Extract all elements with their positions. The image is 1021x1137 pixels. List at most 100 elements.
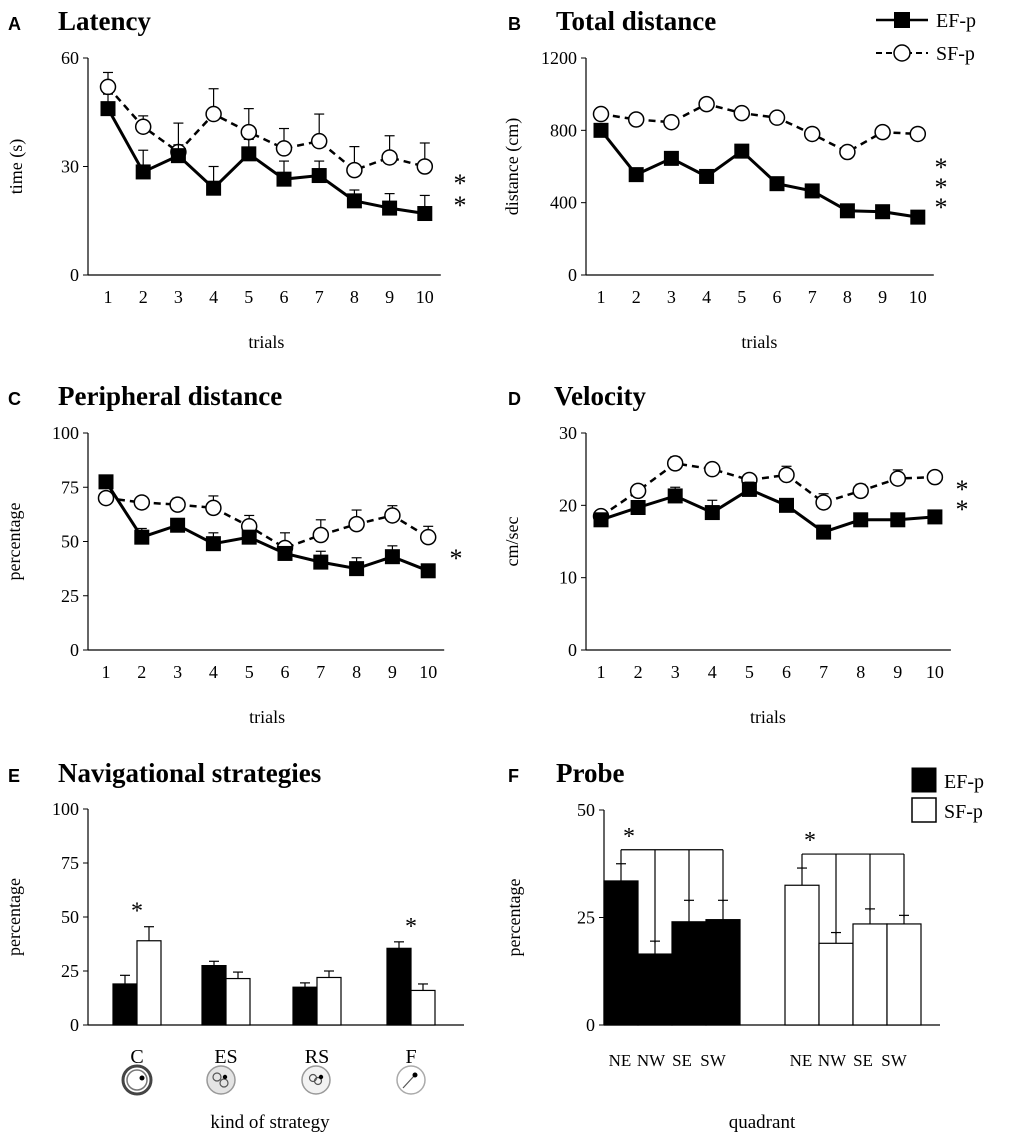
panel-F-efp-bar [603, 880, 639, 1026]
panel-F-y-tick-label: 0 [586, 1015, 595, 1035]
panel-C-x-tick-label: 6 [281, 662, 290, 682]
panel-D-sfp-point [889, 470, 907, 487]
legend-sfp-label: SF-p [936, 43, 975, 65]
panel-B-efp-point [910, 209, 926, 225]
panel-B-sfp-point [768, 109, 786, 126]
panel-F-sfp-bar [852, 923, 888, 1026]
panel-B-x-tick-label: 7 [808, 287, 817, 307]
panel-C-x-tick-label: 4 [209, 662, 218, 682]
panel-F-efp-bar [705, 919, 741, 1026]
panel-B-sfp-point [909, 125, 927, 143]
panel-C-y-tick-label: 100 [52, 423, 79, 443]
panel-A-sfp-point [99, 78, 117, 96]
panel-B-x-tick-label: 5 [737, 287, 746, 307]
panel-F-efp-x-tick-label: NE [609, 1051, 632, 1070]
panel-C-efp-point [420, 563, 436, 579]
panel-C-sfp-point [205, 499, 222, 517]
panel-E-significance-mark: * [405, 914, 417, 940]
panel-B-y-tick-label: 0 [568, 265, 577, 285]
panel-A-efp-point [417, 206, 433, 222]
panel-B-x-tick-label: 1 [597, 287, 606, 307]
panel-B-efp-point [593, 122, 609, 138]
panel-F-sfp-x-tick-label: NW [818, 1051, 847, 1070]
panel-D-sfp-point [926, 468, 944, 486]
panel-E-significance-mark: * [131, 899, 143, 925]
panel-A-y-tick-label: 30 [61, 157, 79, 177]
panel-A-x-tick-label: 4 [209, 287, 218, 307]
panel-F-sfp-x-tick-label: SW [881, 1051, 907, 1070]
panel-E-x-tick-label: F [405, 1046, 416, 1068]
panel-D-sfp-point [629, 482, 647, 500]
panel-C-x-tick-label: 7 [316, 662, 325, 682]
panel-D-efp-point [630, 500, 646, 516]
panel-D-title: Velocity [554, 381, 646, 411]
panel-E-y-axis-label: percentage [4, 878, 24, 956]
panel-F-sfp-bar [886, 923, 922, 1026]
panel-A-title: Latency [58, 6, 151, 36]
panel-D-x-tick-label: 4 [708, 662, 717, 682]
panel-A-x-tick-label: 9 [385, 287, 394, 307]
panel-C-y-tick-label: 25 [61, 586, 79, 606]
panel-E-efp-bar [201, 964, 227, 1026]
panel-D-y-axis-label: cm/sec [502, 517, 522, 567]
panel-D-x-tick-label: 2 [634, 662, 643, 682]
panel-A-chart: 0 30 60 time (s) 1 2 3 4 5 6 7 8 9 10 trials ** [6, 48, 467, 352]
panel-D-significance-mark: * [956, 495, 969, 524]
panel-A-y-tick-label: 0 [70, 265, 79, 285]
panel-C-sfp-point [133, 494, 151, 511]
panel-A-sfp-point [346, 161, 363, 179]
panel-D-x-tick-label: 3 [671, 662, 680, 682]
panel-C-efp-point [98, 474, 114, 490]
panel-B-significance-mark: * [935, 153, 948, 182]
panel-A-x-tick-label: 5 [244, 287, 253, 307]
legend-sfp-marker [893, 44, 911, 62]
panel-C-sfp-series-line [105, 496, 429, 550]
panel-B-efp-point [769, 176, 785, 192]
panel-B-efp-series-line [599, 129, 919, 219]
panel-D-sfp-point [778, 466, 795, 484]
panel-B-significance-mark: * [935, 193, 948, 222]
panel-A-sfp-series-line [107, 86, 426, 172]
panel-letter-B: B [508, 14, 521, 34]
legend-sfp-swatch [911, 797, 937, 823]
panel-D-efp-point [853, 512, 869, 528]
panel-D-efp-point [890, 512, 906, 528]
panel-E-y-tick-label: 75 [61, 853, 79, 873]
panel-C-y-tick-label: 50 [61, 532, 79, 552]
panel-F-efp-x-tick-label: SW [700, 1051, 726, 1070]
strategy-icons [121, 1064, 426, 1096]
legend-efp-swatch [911, 767, 937, 793]
panel-E-x-axis-label: kind of strategy [210, 1112, 330, 1133]
panel-A-efp-point [100, 101, 116, 117]
panel-D-x-tick-label: 7 [819, 662, 828, 682]
panel-A-y-axis-label: time (s) [6, 139, 27, 195]
panel-D-efp-point [741, 481, 757, 497]
panel-A-sfp-point [416, 158, 434, 175]
panel-F-y-tick-label: 25 [577, 908, 595, 928]
panel-B-x-axis-label: trials [741, 332, 777, 352]
panel-A-significance-mark: * [454, 191, 467, 220]
panel-C-chart: 0 25 50 75 100 percentage 1 2 3 4 5 6 7 8 9 10 trials * [4, 423, 463, 727]
panel-D-efp-series-line [600, 487, 936, 534]
panel-C-x-tick-label: 1 [102, 662, 111, 682]
panel-B-efp-point [804, 183, 820, 199]
panel-A-sfp-point [275, 140, 293, 157]
panel-C-title: Peripheral distance [58, 381, 282, 411]
panel-B-title: Total distance [556, 6, 716, 36]
panel-D-header: D Velocity [508, 381, 646, 411]
panel-C-y-tick-label: 0 [70, 640, 79, 660]
panel-E-title: Navigational strategies [58, 758, 321, 788]
legend-bottom: EF-p SF-p [911, 767, 984, 823]
panel-C-sfp-point [97, 489, 115, 507]
panel-F-y-axis-label: percentage [504, 879, 524, 957]
panel-D-x-tick-label: 10 [926, 662, 944, 682]
panel-A-sfp-point [381, 149, 398, 166]
panel-C-significance-mark: * [450, 544, 463, 573]
panel-E-y-tick-label: 100 [52, 799, 79, 819]
panel-B-header: B Total distance [508, 6, 716, 36]
strategy-c-icon [121, 1064, 153, 1096]
panel-B-sfp-point [698, 95, 715, 113]
panel-A-sfp-point [134, 118, 152, 135]
strategy-es-icon [206, 1065, 236, 1095]
